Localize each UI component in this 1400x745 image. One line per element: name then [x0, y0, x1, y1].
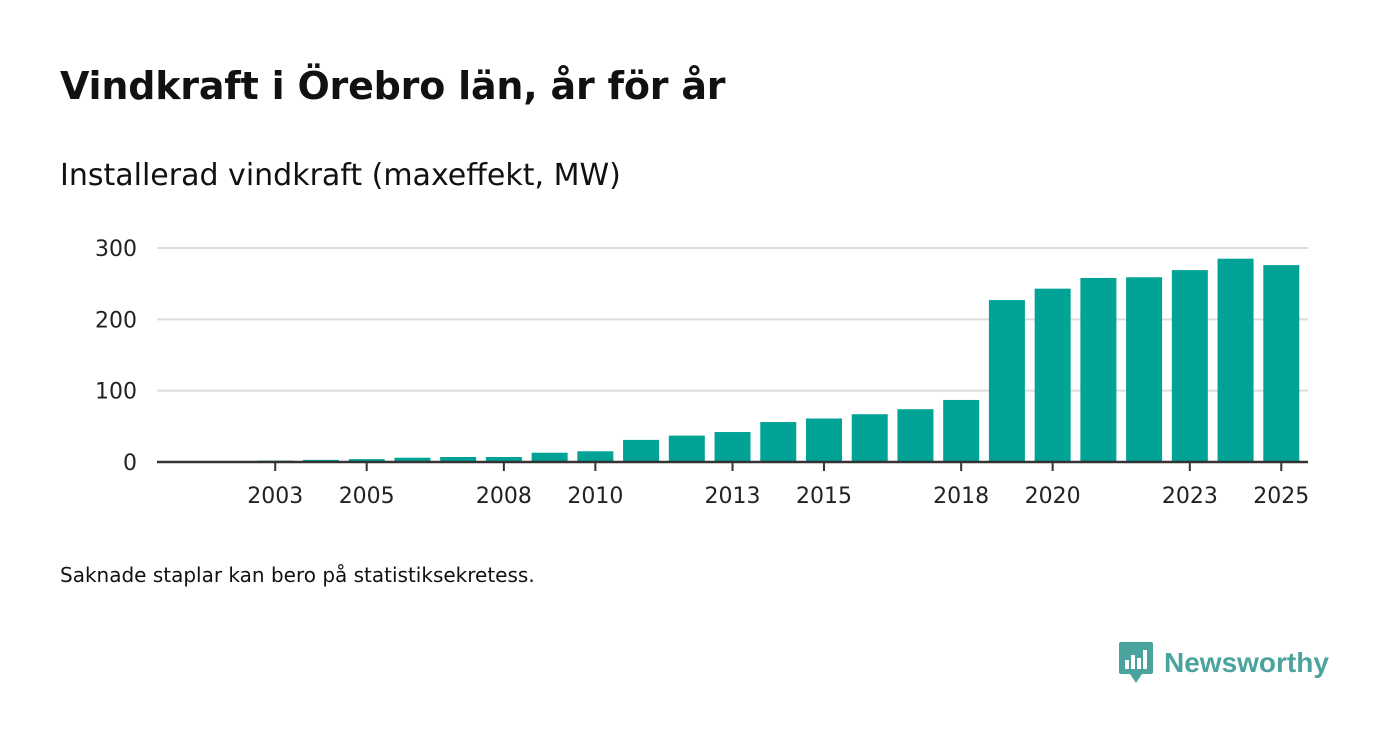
tick-labels: 0 100 200 300 2003 2005 2008 2010 2013 2015 2018 20… [95, 237, 1309, 509]
bar-2019 [988, 300, 1025, 462]
bar-2010 [577, 451, 614, 462]
bar-2025 [1263, 265, 1300, 462]
y-tick-label-100: 100 [95, 380, 137, 405]
bar-2006 [394, 457, 431, 462]
bar-2013 [714, 432, 751, 462]
bar-2009 [531, 452, 568, 462]
bar-2008 [485, 457, 522, 462]
bars [211, 258, 1300, 462]
x-tick-label-2025: 2025 [1253, 484, 1309, 509]
bar-2018 [943, 399, 980, 462]
bar-2014 [760, 422, 797, 462]
x-tick-label-2008: 2008 [476, 484, 532, 509]
x-tick-label-2010: 2010 [567, 484, 623, 509]
footnote: Saknade staplar kan bero på statistiksek… [60, 563, 535, 587]
bar-2022 [1126, 277, 1163, 462]
bar-2017 [897, 409, 934, 462]
bar-2007 [440, 457, 477, 462]
axes [157, 460, 1308, 471]
newsworthy-logo-icon [1119, 642, 1153, 683]
bar-2005 [348, 459, 385, 462]
bar-2012 [668, 435, 705, 462]
x-tick-label-2023: 2023 [1162, 484, 1218, 509]
chart-subtitle: Installerad vindkraft (maxeffekt, MW) [60, 158, 621, 193]
x-tick-label-2018: 2018 [933, 484, 989, 509]
y-tick-label-300: 300 [95, 237, 137, 262]
bar-2016 [851, 414, 888, 462]
y-tick-label-0: 0 [123, 451, 137, 476]
bar-2020 [1034, 288, 1071, 462]
x-tick-label-2005: 2005 [339, 484, 395, 509]
bar-2011 [623, 439, 660, 462]
brand-name: Newsworthy [1164, 647, 1329, 678]
x-tick-label-2013: 2013 [705, 484, 761, 509]
chart-title: Vindkraft i Örebro län, år för år [60, 64, 726, 108]
newsworthy-logo[interactable]: Newsworthy [1118, 641, 1329, 685]
bar-2015 [805, 418, 842, 462]
bar-2024 [1217, 258, 1254, 462]
y-tick-label-200: 200 [95, 308, 137, 333]
x-tick-label-2020: 2020 [1025, 484, 1081, 509]
x-tick-label-2003: 2003 [247, 484, 303, 509]
bar-2021 [1080, 277, 1117, 462]
x-tick-label-2015: 2015 [796, 484, 852, 509]
bar-2023 [1171, 270, 1208, 462]
